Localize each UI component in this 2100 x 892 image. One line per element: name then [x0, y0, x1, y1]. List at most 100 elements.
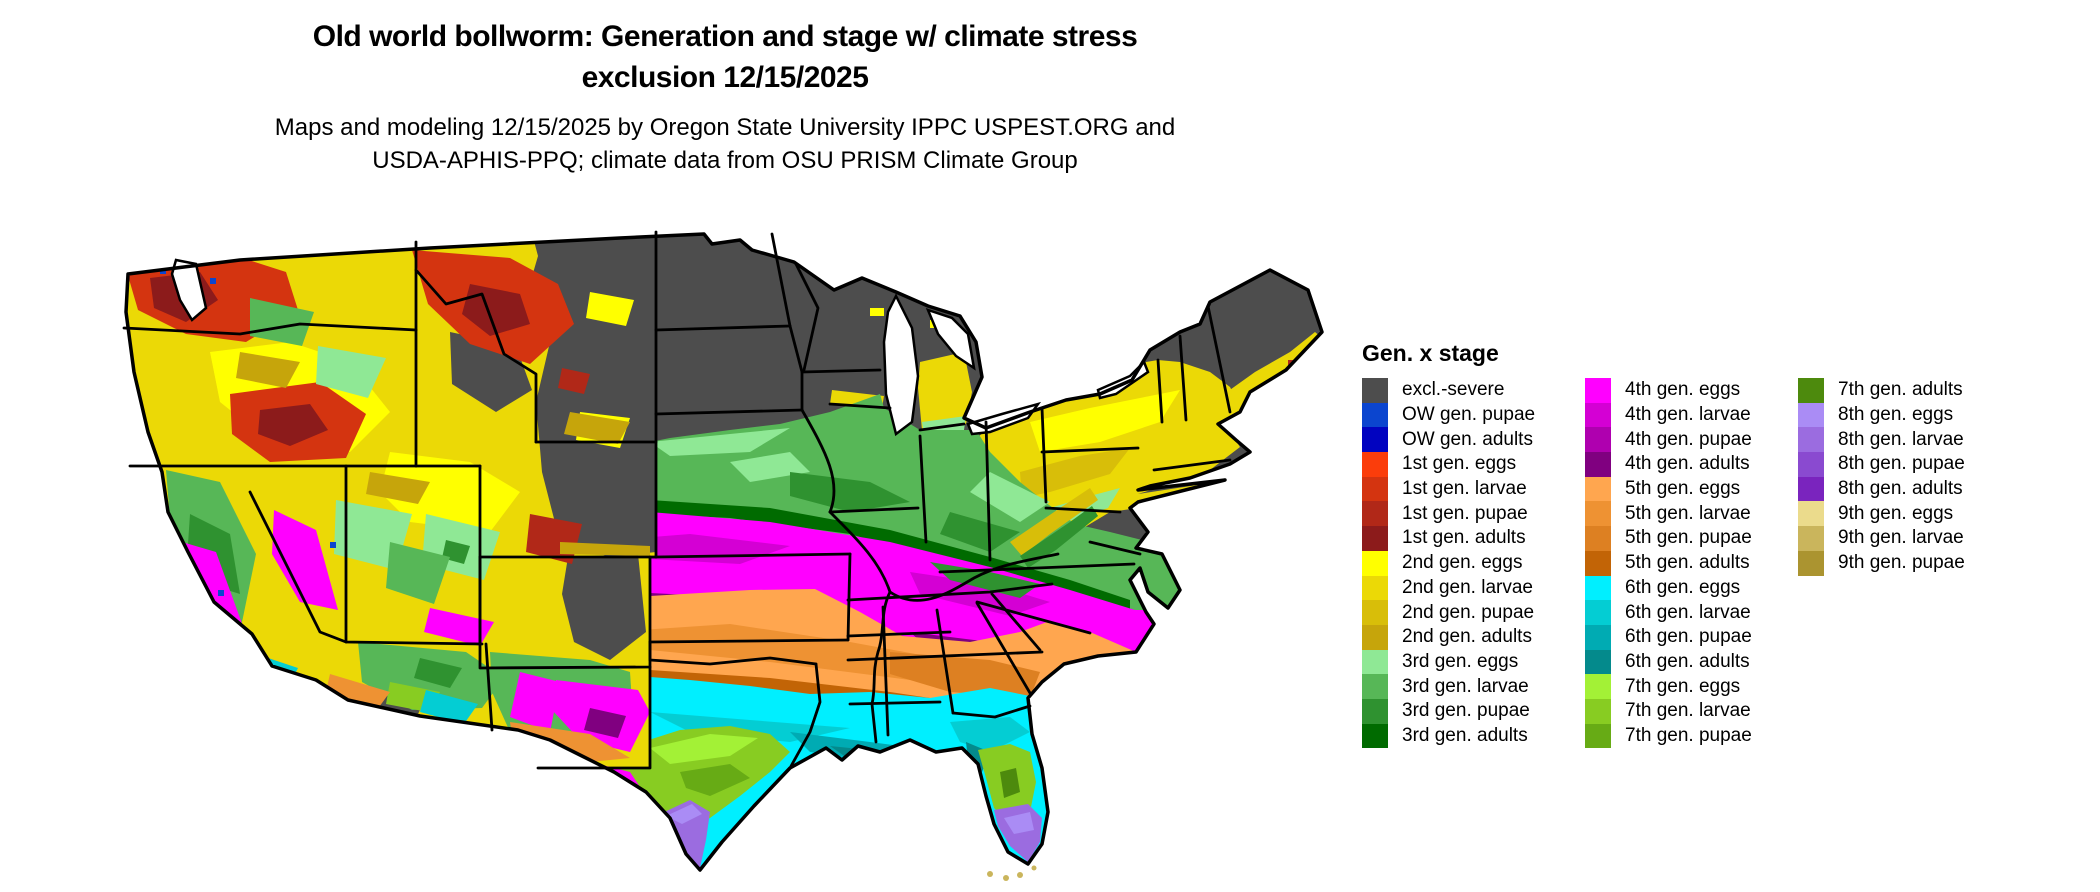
map-region-mt-yellow-speck	[586, 292, 634, 326]
legend-entry: 9th gen. eggs	[1798, 501, 2038, 527]
legend-label: 7th gen. eggs	[1625, 675, 1741, 697]
legend-columns: excl.-severe OW gen. pupae OW gen. adults 1…	[1362, 378, 2100, 749]
legend-entry: 4th gen. adults	[1585, 452, 1798, 477]
legend-label: 9th gen. larvae	[1838, 527, 1964, 549]
map-region-texas-lime-dark	[680, 764, 750, 796]
legend-label: 5th gen. eggs	[1625, 478, 1741, 500]
legend-swatch	[1362, 649, 1388, 675]
map-region-green-light-patch1	[650, 428, 790, 456]
legend-label: 4th gen. adults	[1625, 453, 1750, 475]
map-region-pa-gold	[1020, 448, 1130, 498]
border-oh-pa	[1040, 406, 1048, 504]
border-mn-west	[770, 232, 804, 412]
legend-swatch	[1362, 723, 1388, 749]
legend-swatch	[1362, 402, 1388, 428]
map-region-magenta-mid-patch2	[910, 572, 1050, 616]
legend-entry: 2nd gen. larvae	[1362, 575, 1585, 601]
legend-swatch	[1798, 378, 1824, 403]
border-ok-tx-redriver	[648, 640, 818, 666]
border-ma-ct-ri	[1152, 458, 1232, 472]
border-wa-or	[122, 322, 418, 336]
legend-label: 8th gen. pupae	[1838, 453, 1965, 475]
lake-huron	[925, 307, 976, 371]
legend-swatch	[1585, 723, 1611, 749]
legend-swatch	[1362, 600, 1388, 625]
legend-entry: 4th gen. pupae	[1585, 427, 1798, 453]
map-region-blue-speck4	[330, 542, 336, 548]
legend-swatch	[1798, 550, 1824, 576]
legend-label: 7th gen. pupae	[1625, 724, 1752, 746]
legend-swatch	[1585, 476, 1611, 502]
legend-swatch	[1362, 674, 1388, 699]
legend-entry: 7th gen. eggs	[1585, 674, 1798, 699]
border-pa-ny	[1040, 446, 1140, 454]
border-ks-mo	[846, 552, 852, 642]
legend-label: 6th gen. adults	[1625, 650, 1750, 672]
map-region-keys-dot2	[1003, 875, 1009, 881]
border-mi-oh	[918, 422, 966, 432]
legend-swatch	[1798, 402, 1824, 428]
map-region-sut-magenta	[424, 608, 494, 646]
legend-label: 3rd gen. adults	[1402, 724, 1528, 746]
map-region-co-rockies-gray	[562, 554, 646, 660]
border-ky-tn	[846, 582, 1054, 602]
map-region-west-bright-yellow2	[380, 452, 520, 532]
legend-label: 9th gen. pupae	[1838, 552, 1965, 574]
legend-swatch	[1362, 526, 1388, 551]
map-region-orange-dark-al-ga	[890, 652, 1040, 698]
map-region-wnv-magenta	[272, 510, 338, 610]
border-il-mississippi	[828, 510, 892, 594]
legend-swatch	[1585, 526, 1611, 551]
map-region-nid-darkred	[462, 284, 530, 336]
legend-label: 6th gen. eggs	[1625, 576, 1741, 598]
legend-entry: 9th gen. larvae	[1798, 526, 2038, 551]
legend-label: 4th gen. pupae	[1625, 428, 1752, 450]
legend-swatch	[1798, 476, 1824, 502]
legend-label: 7th gen. larvae	[1625, 700, 1751, 722]
legend-entry: 3rd gen. pupae	[1362, 698, 1585, 724]
legend-entry: 8th gen. adults	[1798, 476, 2038, 502]
legend-entry: 7th gen. pupae	[1585, 723, 1798, 749]
map-region-orange-mid-patch	[610, 624, 970, 680]
map-region-green-mid-patch	[790, 472, 910, 512]
legend-label: OW gen. pupae	[1402, 404, 1536, 426]
border-ia-mo	[828, 506, 920, 514]
legend-swatch	[1585, 698, 1611, 724]
map-region-keys-dot4	[1031, 865, 1037, 871]
us-pest-map	[90, 212, 1330, 892]
legend-swatch	[1585, 501, 1611, 527]
legend-entry: 8th gen. pupae	[1798, 452, 2038, 477]
legend-label: 2nd gen. pupae	[1402, 601, 1535, 623]
map-region-appalachian-green	[1020, 506, 1098, 568]
map-region-ut-green	[386, 542, 450, 604]
map-fill-regions	[126, 234, 1322, 870]
legend-entry: 8th gen. eggs	[1798, 402, 2038, 428]
legend-swatch	[1362, 501, 1388, 527]
legend-label: 8th gen. larvae	[1838, 428, 1964, 450]
map-region-wtx-purple	[584, 708, 626, 738]
legend-entry: 4th gen. eggs	[1585, 378, 1798, 403]
map-region-blue-speck3	[210, 278, 216, 284]
map-region-nm-magenta	[510, 672, 560, 732]
legend-label: 2nd gen. adults	[1402, 626, 1532, 648]
page-title-line1: Old world bollworm: Generation and stage…	[312, 20, 1138, 53]
border-ks-ok	[648, 638, 850, 644]
legend-entry: 6th gen. larvae	[1585, 600, 1798, 625]
legend-entry: 5th gen. adults	[1585, 550, 1798, 576]
map-region-nv-gold	[366, 472, 430, 504]
legend-entry: 5th gen. pupae	[1585, 526, 1798, 551]
legend-swatch	[1362, 575, 1388, 601]
map-region-sewa-green	[316, 346, 386, 398]
map-region-sne-gold	[560, 542, 650, 556]
map-region-mt-gold	[564, 412, 630, 444]
border-vt-nh	[1178, 334, 1188, 422]
border-tx-ar-la	[788, 662, 822, 770]
border-ny-vt	[1156, 358, 1164, 424]
legend-entry: 3rd gen. adults	[1362, 723, 1585, 749]
legend-swatch	[1362, 476, 1388, 502]
border-il-in	[918, 434, 928, 544]
map-region-green-light-patch3	[970, 472, 1050, 522]
legend-entry: 2nd gen. adults	[1362, 624, 1585, 650]
legend-label: 1st gen. eggs	[1402, 453, 1517, 475]
border-nm-tx	[536, 665, 652, 770]
